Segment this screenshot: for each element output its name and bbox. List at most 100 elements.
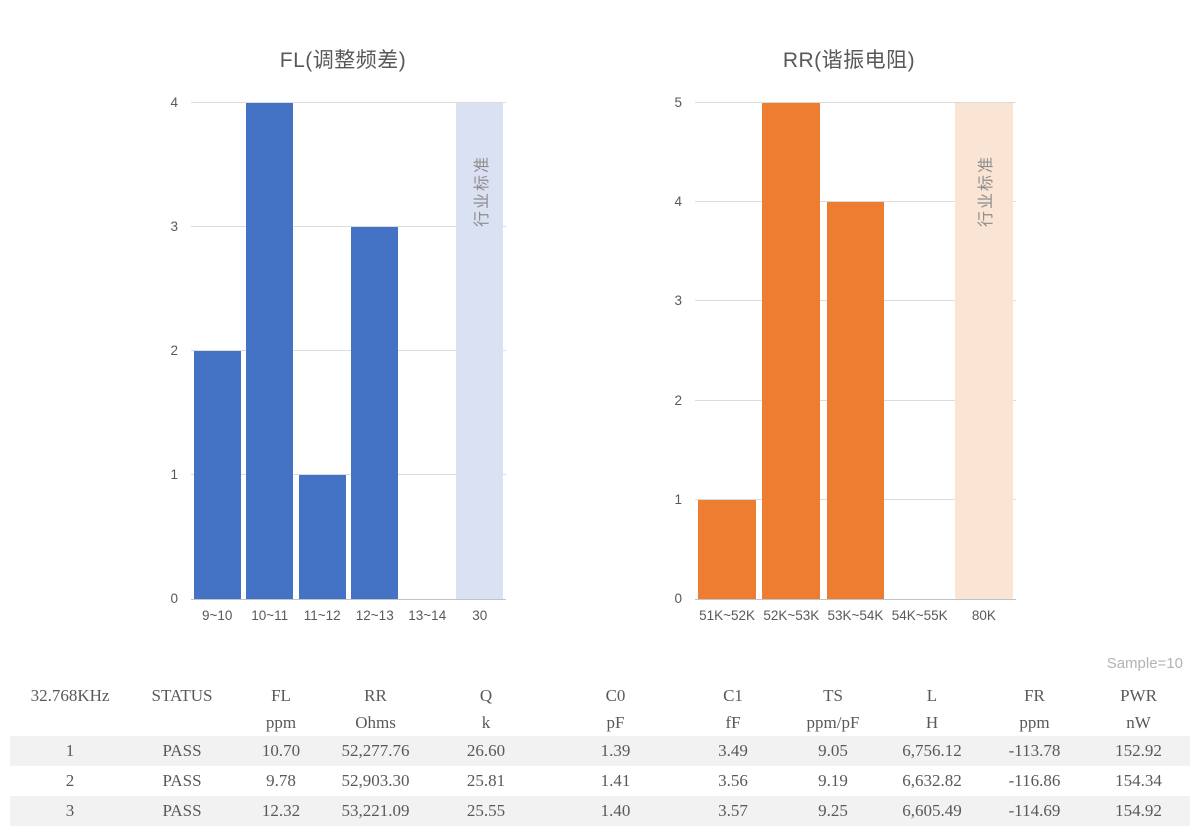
header-cell: FR (1024, 686, 1045, 705)
table-cell: -114.69 (1008, 801, 1061, 820)
y-tick-label: 2 (674, 392, 682, 408)
header-cell: C1 (723, 686, 743, 705)
unit-cell: Ohms (355, 713, 396, 732)
x-tick-label: 13~14 (408, 608, 447, 623)
header-cell: FL (271, 686, 291, 705)
x-tick-label: 11~12 (303, 608, 341, 623)
chart-title-rr: RR(谐振电阻) (782, 49, 916, 72)
x-tick-label: 12~13 (355, 608, 394, 623)
header-cell: Q (479, 686, 493, 705)
table-cell: 53,221.09 (341, 801, 410, 820)
y-tick-label: 4 (170, 95, 178, 110)
table-cell: 12.32 (261, 801, 301, 820)
table-cell: 25.81 (466, 771, 506, 790)
unit-cell: pF (606, 713, 625, 732)
unit-cell: ppm/pF (806, 713, 860, 732)
table-cell: 26.60 (466, 741, 506, 760)
table-cell: 9.05 (818, 741, 848, 760)
table-cell: PASS (162, 741, 202, 760)
x-axis-line (695, 599, 1016, 600)
y-tick-label: 3 (170, 219, 178, 234)
table-cell: PASS (162, 771, 202, 790)
table-cell: 3.57 (718, 801, 748, 820)
bar-10~11 (246, 103, 294, 599)
x-tick-label: 54K~55K (891, 608, 948, 623)
x-tick-label: 9~10 (202, 608, 233, 623)
industry-standard-bar: 行业标准 (456, 103, 504, 599)
table-cell: 10.70 (261, 741, 301, 760)
table-header-row: 32.768KHz STATUS FL RR Q C0 C1 TS L FR PWR (10, 682, 1190, 710)
table-cell: 25.55 (466, 801, 506, 820)
table-cell: 6,756.12 (902, 741, 962, 760)
table-cell: 1 (65, 741, 75, 760)
y-tick-label: 0 (674, 591, 682, 606)
header-cell: C0 (605, 686, 626, 705)
table-cell: 9.25 (818, 801, 848, 820)
table-cell: PASS (162, 801, 202, 820)
unit-cell: nW (1126, 713, 1151, 732)
measurement-table: 32.768KHz STATUS FL RR Q C0 C1 TS L FR PWR ppm Ohms k… (10, 682, 1190, 826)
y-tick-label: 0 (170, 591, 178, 606)
bar-9~10 (193, 351, 241, 599)
x-tick-label: 53K~54K (827, 608, 884, 623)
bar-52K~53K (762, 103, 821, 599)
y-tick-label: 1 (170, 467, 178, 482)
unit-cell (130, 710, 234, 736)
table-cell: 2 (65, 771, 75, 790)
y-tick-label: 2 (170, 343, 178, 358)
table-cell: 1.41 (600, 771, 631, 790)
table-cell: 3.56 (718, 771, 748, 790)
y-tick-label: 4 (674, 194, 682, 210)
industry-standard-label: 行业标准 (977, 154, 995, 228)
table-cell: 9.19 (818, 771, 848, 790)
sample-size-note: Sample=10 (1106, 655, 1183, 672)
table-cell: 6,605.49 (902, 801, 962, 820)
industry-standard-label: 行业标准 (473, 154, 491, 228)
y-tick-label: 5 (674, 95, 682, 110)
header-cell: STATUS (151, 686, 213, 705)
table-cell: 6,632.82 (902, 771, 962, 790)
unit-cell: ppm (1019, 713, 1050, 732)
x-axis-line (191, 599, 506, 600)
header-cell: RR (364, 686, 387, 705)
bar-12~13 (351, 227, 399, 599)
x-tick-label: 52K~53K (763, 608, 820, 623)
unit-cell: ppm (265, 713, 297, 732)
table-cell: -116.86 (1008, 771, 1061, 790)
table-cell: 152.92 (1115, 741, 1162, 760)
rr-plot-area: 0 1 2 3 4 5 51K~52K 52K~53K 53K~54K 54K~55K 80K 行业标… (674, 95, 1016, 623)
table-cell: 3 (65, 801, 75, 820)
bar-51K~52K (698, 499, 756, 599)
header-cell: 32.768KHz (30, 686, 110, 705)
gridline (191, 226, 506, 227)
gridline (191, 350, 506, 351)
bar-11~12 (298, 475, 346, 599)
unit-cell: fF (725, 713, 741, 732)
table-cell: 1.40 (600, 801, 631, 820)
industry-standard-bar: 行业标准 (955, 103, 1013, 599)
table-cell: 52,903.30 (341, 771, 410, 790)
fl-plot-area: 0 1 2 3 4 9~10 10~11 11~12 12~13 13~14 30 行业标准 (170, 95, 506, 623)
unit-cell: H (925, 713, 939, 732)
table-cell: -113.78 (1008, 741, 1061, 760)
y-tick-label: 3 (674, 293, 682, 309)
table-cell: 3.49 (718, 741, 748, 760)
chart-title-fl: FL(调整频差) (279, 49, 407, 72)
x-tick-label: 51K~52K (699, 608, 756, 623)
unit-cell (10, 710, 130, 736)
table-row: 3 PASS 12.32 53,221.09 25.55 1.40 3.57 9.25 6,60… (10, 796, 1190, 826)
unit-cell: k (481, 713, 491, 732)
table-cell: 9.78 (266, 771, 296, 790)
x-tick-label: 10~11 (251, 608, 289, 623)
table-cell: 154.92 (1115, 801, 1162, 820)
gridline (695, 201, 1016, 203)
gridline (695, 102, 1016, 103)
header-cell: L (926, 686, 938, 705)
x-tick-label: 30 (472, 608, 488, 623)
gridline (191, 102, 506, 103)
gridline (191, 474, 506, 475)
bar-53K~54K (826, 202, 885, 599)
table-cell: 52,277.76 (341, 741, 410, 760)
